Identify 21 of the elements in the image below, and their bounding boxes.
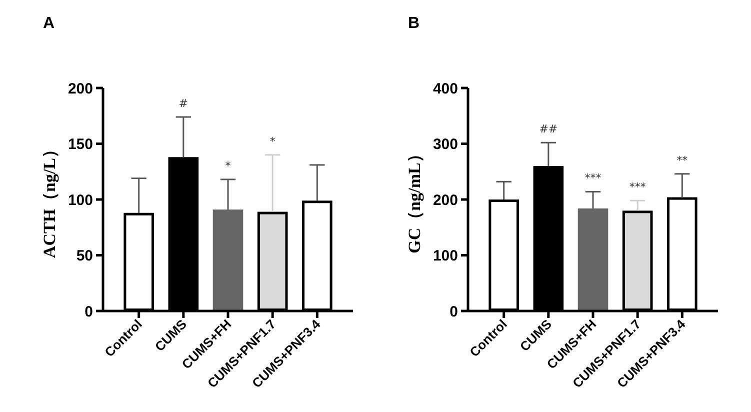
y-tick-label: 150 [68,136,93,153]
y-tick-label: 50 [76,248,93,264]
annotation: * [225,159,232,172]
annotation: *** [584,172,602,185]
chart-title: A [43,15,55,32]
chart-title: B [408,15,420,32]
annotation: ## [539,122,558,136]
y-tick-label: 400 [432,80,458,98]
annotation: # [178,96,188,110]
y-tick-label: 200 [432,192,458,209]
y-tick-label: 100 [432,248,458,264]
annotation: ** [676,154,688,167]
y-tick-label: 200 [68,80,93,98]
annotation: * [270,134,276,148]
annotation: *** [629,180,646,194]
y-tick-label: 0 [450,303,458,320]
y-tick-label: 0 [84,303,93,320]
y-tick-label: 300 [432,136,458,153]
y-axis-title: GC（ng/mL） [405,146,424,254]
y-tick-label: 100 [68,192,93,209]
y-axis-title: ACTH（ng/L） [40,140,59,258]
